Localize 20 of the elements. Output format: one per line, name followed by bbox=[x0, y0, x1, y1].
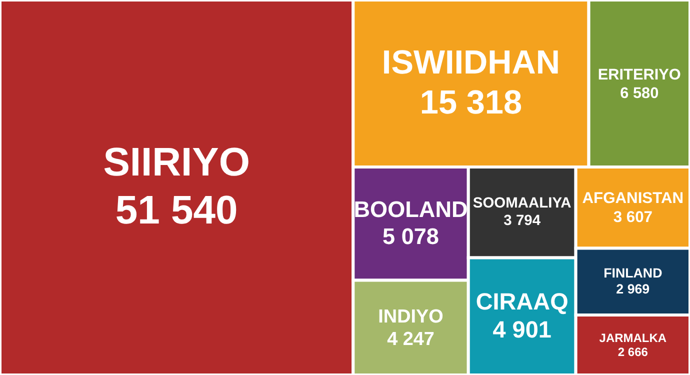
category-label: AFGANISTAN bbox=[582, 190, 684, 208]
category-label: BOOLAND bbox=[354, 197, 468, 222]
category-label: ERITERIYO bbox=[598, 66, 681, 84]
category-label: SOOMAALIYA bbox=[472, 196, 572, 212]
data-label: 2 969 bbox=[616, 282, 650, 297]
category-label: ISWIIDHAN bbox=[382, 44, 560, 82]
data-label: 15 318 bbox=[420, 84, 522, 122]
data-label: 51 540 bbox=[115, 188, 238, 232]
category-label: CIRAAQ bbox=[476, 288, 568, 314]
data-label: 4 901 bbox=[492, 316, 552, 342]
data-label: 3 607 bbox=[613, 209, 653, 226]
data-label: 5 078 bbox=[382, 224, 439, 250]
data-label: 4 247 bbox=[387, 329, 434, 350]
category-label: SIIRIYO bbox=[103, 140, 250, 184]
category-label: FINLAND bbox=[604, 266, 663, 281]
data-label: 2 666 bbox=[618, 345, 648, 360]
category-label: INDIYO bbox=[378, 306, 444, 328]
data-label: 3 794 bbox=[504, 213, 542, 230]
category-label: JARMALKA bbox=[599, 330, 667, 345]
data-label: 6 580 bbox=[620, 84, 659, 102]
